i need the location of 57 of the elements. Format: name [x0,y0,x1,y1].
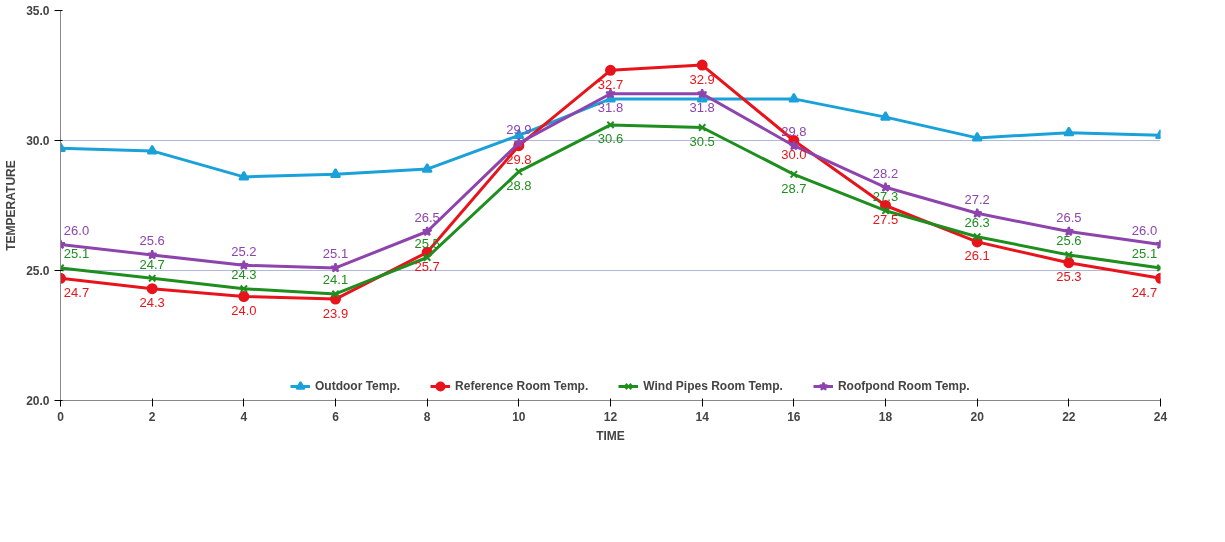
legend-label: Reference Room Temp. [455,379,589,393]
y-tick-label: 25.0 [26,264,50,278]
data-label: 27.3 [872,189,899,205]
x-tick-label: 24 [1153,409,1168,424]
data-label: 24.3 [139,295,165,311]
x-tick-label: 14 [695,409,710,424]
y-tick-label: 20.0 [26,394,50,408]
data-label: 24.1 [322,272,349,288]
data-label: 27.5 [872,212,899,227]
data-label: 26.1 [964,248,990,264]
legend-label: Wind Pipes Room Temp. [643,379,783,393]
y-tick-label: 35.0 [26,4,50,18]
data-label: 23.9 [322,305,349,321]
x-tick-label: 12 [603,409,618,424]
data-label: 25.6 [139,233,165,249]
data-label: 24.3 [231,267,257,283]
data-label: 24.0 [231,303,257,318]
data-label: 27.2 [964,191,990,207]
legend-label: Roofpond Room Temp. [837,379,970,393]
x-tick-label: 16 [787,409,801,424]
data-label: 25.7 [414,258,440,274]
data-label: 25.1 [63,246,90,262]
legend-label: Outdoor Temp. [315,379,401,393]
data-label: 28.7 [781,180,807,196]
data-label: 25.2 [231,243,257,259]
x-tick-label: 22 [1062,409,1076,424]
data-label: 25.6 [1056,233,1082,249]
x-tick-label: 6 [332,409,340,424]
data-label: 26.0 [63,223,90,238]
x-axis-title: TIME [596,428,625,443]
data-label: 25.3 [1056,269,1082,285]
data-label: 31.8 [597,100,624,116]
data-label: 31.8 [689,100,715,116]
y-axis-title: TEMPERATURE [4,160,19,251]
data-label: 25.1 [1131,246,1158,262]
data-label: 24.7 [1131,284,1158,300]
data-label: 32.7 [597,76,624,92]
data-label: 24.7 [139,256,165,272]
data-label: 30.6 [597,131,624,147]
data-label: 32.9 [689,71,715,87]
x-tick-label: 4 [240,409,248,424]
x-tick-label: 20 [970,409,985,424]
data-label: 24.7 [63,284,90,300]
x-tick-label: 8 [423,409,431,424]
data-label: 25.1 [322,246,349,262]
x-tick-label: 18 [878,409,893,424]
y-tick-label: 30.0 [26,134,50,148]
data-label: 28.2 [872,165,899,181]
data-label: 26.0 [1131,223,1158,238]
x-tick-label: 0 [57,409,65,424]
data-label: 26.5 [1056,210,1082,225]
data-label: 29.8 [506,152,532,168]
data-label: 30.5 [689,134,715,149]
x-tick-label: 2 [148,409,156,424]
data-label: 30.0 [781,147,807,162]
x-tick-label: 10 [512,409,526,424]
data-label: 26.3 [964,215,990,231]
